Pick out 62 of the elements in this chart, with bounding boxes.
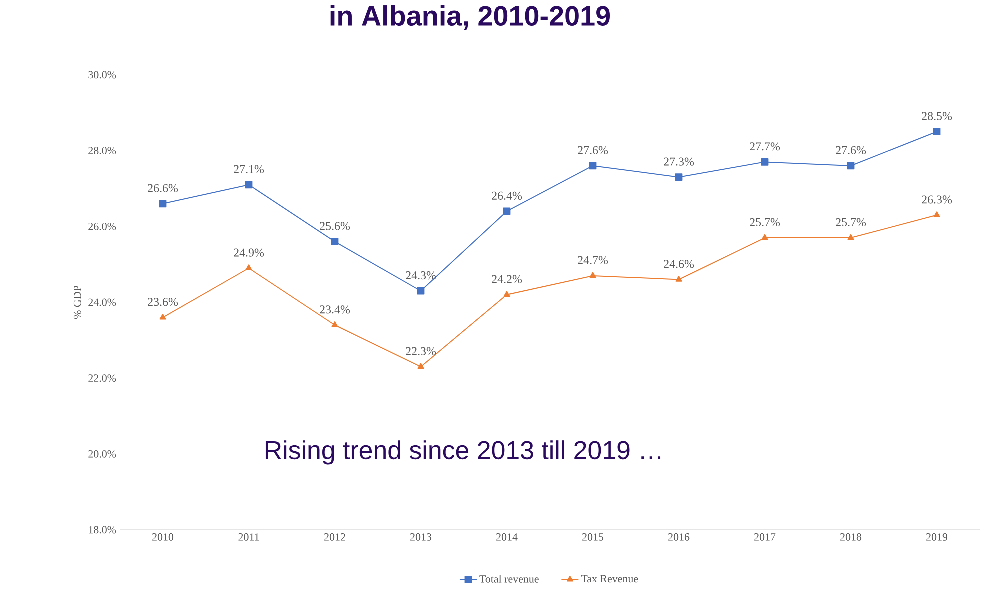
y-tick-label: 30.0% xyxy=(88,71,116,79)
annotation: Rising trend since 2013 till 2019 … xyxy=(266,440,661,465)
data-label: 27.6% xyxy=(578,146,608,155)
data-label: 24.7% xyxy=(578,256,608,264)
point xyxy=(590,272,596,278)
legend-label: Tax Revenue xyxy=(581,575,638,583)
x-tick-label: 2013 xyxy=(410,534,432,541)
y-tick-label: 28.0% xyxy=(88,147,116,155)
y-tick-label: 18.0% xyxy=(89,526,116,534)
point xyxy=(589,162,597,170)
x-tick-label: 2012 xyxy=(324,534,346,541)
data-label: 24.2% xyxy=(492,275,522,284)
data-label: 25.7% xyxy=(750,218,780,227)
x-tick-label: 2011 xyxy=(238,534,260,541)
point xyxy=(761,158,769,166)
point xyxy=(676,276,682,282)
point xyxy=(332,322,338,328)
point xyxy=(847,162,855,170)
data-label: 27.1% xyxy=(234,165,264,174)
data-label: 27.6% xyxy=(836,146,866,155)
x-tick-label: 2019 xyxy=(926,534,948,541)
point xyxy=(675,174,683,182)
data-label: 22.3% xyxy=(406,347,436,356)
y-tick-label: 24.0% xyxy=(88,298,116,306)
x-tick-label: 2010 xyxy=(152,534,174,541)
data-label: 24.6% xyxy=(664,260,694,268)
x-tick-label: 2014 xyxy=(496,534,518,541)
data-label: 23.4% xyxy=(320,306,350,314)
data-label: 27.3% xyxy=(664,158,694,166)
point xyxy=(504,291,510,298)
chart-title: in Albania, 2010-2019 xyxy=(330,6,610,30)
point xyxy=(245,181,253,189)
data-label: 25.7% xyxy=(836,218,866,227)
point xyxy=(246,264,252,270)
point xyxy=(762,234,768,240)
y-axis-title: % GDP xyxy=(74,286,82,320)
point xyxy=(160,314,166,320)
data-label: 26.6% xyxy=(148,184,178,192)
y-tick-label: 20.0% xyxy=(88,450,116,458)
data-label: 27.7% xyxy=(750,142,780,151)
data-label: 26.4% xyxy=(492,192,522,200)
point xyxy=(159,200,167,208)
x-tick-label: 2016 xyxy=(668,534,690,541)
y-tick-label: 22.0% xyxy=(88,374,116,382)
data-label: 24.9% xyxy=(234,248,264,257)
data-label: 24.3% xyxy=(406,272,436,280)
data-label: 25.6% xyxy=(320,222,350,230)
x-tick-label: 2017 xyxy=(754,534,776,541)
y-tick-label: 26.0% xyxy=(88,222,116,230)
point xyxy=(503,208,511,216)
data-label: 23.6% xyxy=(148,298,178,306)
point xyxy=(417,287,425,295)
x-tick-label: 2018 xyxy=(840,534,862,541)
data-label: 26.3% xyxy=(922,196,952,204)
data-label: 28.5% xyxy=(922,112,952,120)
point xyxy=(331,238,339,246)
point xyxy=(933,128,941,136)
x-tick-label: 2015 xyxy=(582,534,604,541)
point xyxy=(934,212,940,218)
point xyxy=(418,363,424,370)
point xyxy=(848,234,854,240)
legend-label: Total revenue xyxy=(480,575,539,583)
